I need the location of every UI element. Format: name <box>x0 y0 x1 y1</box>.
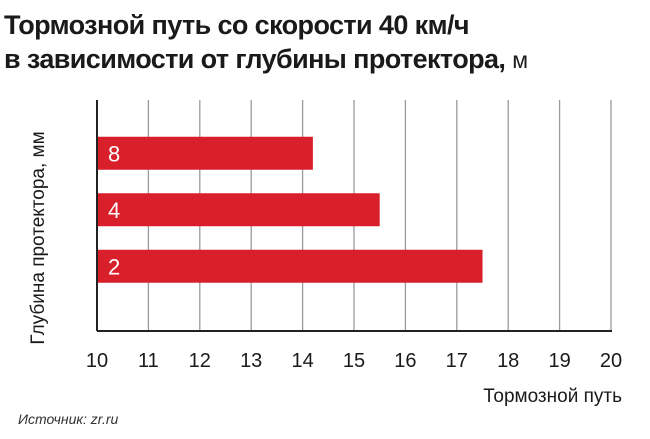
bar-4 <box>97 193 380 227</box>
chart-title: Тормозной путь со скорости 40 км/ч в зав… <box>4 8 644 77</box>
y-axis-label: Глубина протектора, мм <box>28 131 49 344</box>
chart-title-line2: в зависимости от глубины протектора, м <box>4 42 644 77</box>
x-tick-label: 15 <box>343 350 365 372</box>
chart-title-unit: м <box>512 47 529 73</box>
x-tick-label: 12 <box>189 350 211 372</box>
bars: 8 4 2 <box>97 136 483 283</box>
axes <box>96 100 612 332</box>
x-tick-label: 13 <box>240 350 262 372</box>
bar-category-label: 4 <box>108 198 120 223</box>
bar-8 <box>97 136 313 170</box>
source-note: Источник: zr.ru <box>18 411 119 427</box>
chart-title-line2-text: в зависимости от глубины протектора, <box>4 44 506 74</box>
x-tick-label: 16 <box>394 350 416 372</box>
bar-category-label: 8 <box>108 141 120 166</box>
x-axis-label: Тормозной путь <box>483 386 622 407</box>
chart-title-line1: Тормозной путь со скорости 40 км/ч <box>4 10 470 40</box>
x-tick-label: 20 <box>600 350 622 372</box>
x-tick-labels: 10 11 12 13 14 15 16 17 18 19 20 <box>86 350 622 372</box>
x-tick-label: 17 <box>446 350 468 372</box>
bar-2 <box>97 249 483 283</box>
bar-category-label: 2 <box>108 254 120 279</box>
x-tick-label: 19 <box>548 350 570 372</box>
x-tick-label: 14 <box>291 350 313 372</box>
x-tick-label: 18 <box>497 350 519 372</box>
x-tick-label: 11 <box>138 350 159 372</box>
x-tick-label: 10 <box>86 350 108 372</box>
